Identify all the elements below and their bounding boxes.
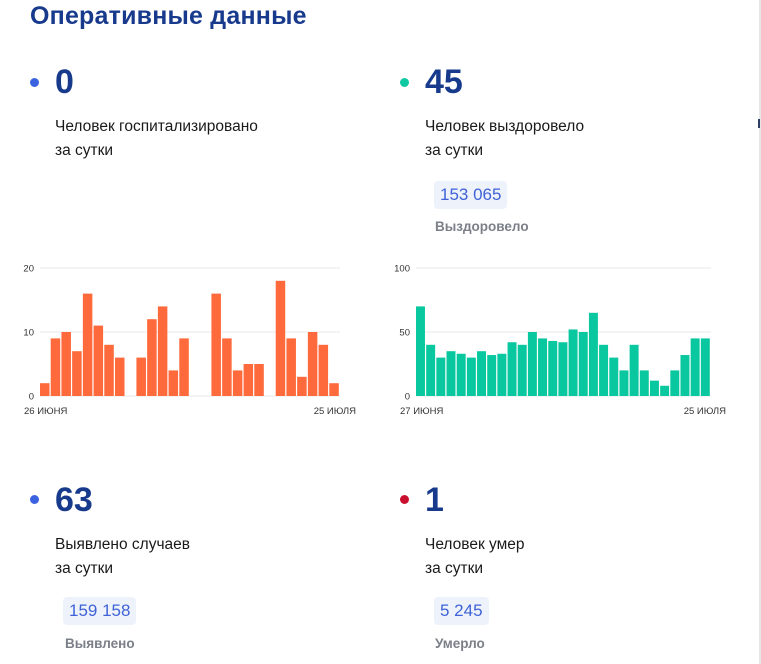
recovered-chart-bar bbox=[660, 385, 670, 396]
hospitalized-chart-bar bbox=[222, 338, 232, 396]
hospitalized-chart-bar bbox=[50, 338, 61, 396]
scroll-marker bbox=[758, 119, 760, 128]
recovered-dot-icon bbox=[400, 78, 409, 87]
recovered-chart-x-start-label: 27 ИЮНЯ bbox=[400, 406, 443, 417]
hospitalized-chart-bar bbox=[104, 344, 114, 396]
cases-total-label: Выявлено bbox=[65, 636, 135, 651]
hospitalized-chart-bar bbox=[40, 383, 50, 396]
hospitalized-chart-bar bbox=[147, 319, 157, 396]
deaths-description: Человек умер за сутки bbox=[425, 533, 525, 581]
recovered-value: 45 bbox=[425, 63, 463, 101]
deaths-total-badge: 5 245 bbox=[434, 597, 489, 625]
recovered-chart-bar bbox=[507, 342, 517, 396]
page-edge-divider bbox=[759, 0, 761, 664]
recovered-chart-bar bbox=[527, 332, 537, 396]
recovered-chart-bar bbox=[548, 340, 558, 396]
deaths-value: 1 bbox=[425, 481, 444, 519]
recovered-total-badge: 153 065 bbox=[434, 181, 508, 209]
recovered-chart-bar bbox=[599, 344, 609, 396]
recovered-chart-bar bbox=[619, 370, 629, 396]
recovered-bar-chart: 0 50 100 27 ИЮНЯ 25 ИЮЛЯ bbox=[394, 264, 726, 418]
recovered-chart-bar bbox=[629, 344, 639, 396]
recovered-chart-bar bbox=[670, 370, 680, 396]
hospitalized-chart-bar bbox=[254, 364, 264, 396]
hospitalized-chart-bar bbox=[82, 293, 93, 396]
hospitalized-chart-bar bbox=[168, 370, 179, 396]
recovered-chart-y-tick-label: 0 bbox=[405, 392, 410, 403]
cases-total-badge: 159 158 bbox=[63, 597, 137, 625]
recovered-total-label: Выздоровело bbox=[435, 219, 529, 234]
hospitalized-chart-bar bbox=[93, 325, 104, 396]
hospitalized-chart-bar bbox=[275, 280, 286, 396]
recovered-chart-bar bbox=[456, 353, 466, 396]
cases-value: 63 bbox=[55, 481, 93, 519]
hospitalized-chart-bar bbox=[307, 332, 318, 396]
recovered-chart-bar bbox=[446, 351, 456, 396]
deaths-desc-line1: Человек умер bbox=[425, 536, 525, 553]
recovered-chart-bar bbox=[426, 344, 436, 396]
recovered-desc-line1: Человек выздоровело bbox=[425, 118, 585, 135]
recovered-chart-bar bbox=[568, 329, 578, 396]
recovered-chart-bar bbox=[497, 353, 507, 396]
recovered-chart-x-end-label: 25 ИЮЛЯ bbox=[684, 406, 726, 417]
hospitalized-desc-line2: за сутки bbox=[55, 142, 114, 159]
recovered-chart-bar bbox=[466, 357, 476, 396]
hospitalized-bar-chart: 0 10 20 26 ИЮНЯ 25 ИЮЛЯ bbox=[23, 264, 356, 418]
hospitalized-value: 0 bbox=[55, 63, 74, 101]
cases-desc-line1: Выявлено случаев bbox=[55, 536, 190, 553]
recovered-chart-bar bbox=[639, 370, 649, 396]
page-title: Оперативные данные bbox=[30, 2, 307, 30]
deaths-dot-icon bbox=[400, 495, 409, 504]
recovered-chart-bar bbox=[649, 380, 659, 396]
recovered-chart-bar bbox=[487, 355, 497, 396]
hospitalized-chart-bar bbox=[211, 293, 221, 396]
deaths-total-label: Умерло bbox=[435, 636, 485, 651]
recovered-chart-bar bbox=[700, 338, 710, 396]
recovered-chart-bar bbox=[558, 342, 568, 396]
hospitalized-chart-bar bbox=[232, 370, 243, 396]
recovered-chart-bar bbox=[690, 338, 700, 396]
recovered-chart-bar bbox=[436, 357, 446, 396]
recovered-desc-line2: за сутки bbox=[425, 142, 484, 159]
hospitalized-chart-y-tick-label: 20 bbox=[23, 264, 34, 275]
hospitalized-chart-y-tick-label: 10 bbox=[23, 328, 34, 339]
recovered-chart-bar bbox=[680, 355, 690, 396]
hospitalized-description: Человек госпитализировано за сутки bbox=[55, 115, 258, 163]
recovered-chart-bar bbox=[517, 344, 527, 396]
hospitalized-chart-bar bbox=[136, 357, 146, 396]
recovered-description: Человек выздоровело за сутки bbox=[425, 115, 584, 163]
hospitalized-dot-icon bbox=[30, 78, 39, 87]
hospitalized-chart-bar bbox=[318, 344, 329, 396]
hospitalized-chart-bar bbox=[286, 338, 296, 396]
hospitalized-chart-bar bbox=[115, 357, 125, 396]
hospitalized-chart-y-tick-label: 0 bbox=[29, 392, 34, 403]
cases-dot-icon bbox=[30, 495, 39, 504]
recovered-chart-bar bbox=[477, 351, 486, 396]
hospitalized-chart-bar bbox=[72, 351, 82, 396]
recovered-chart-bar bbox=[538, 338, 548, 396]
recovered-chart-bar bbox=[609, 357, 619, 396]
hospitalized-chart-bar bbox=[157, 306, 168, 396]
hospitalized-chart-bar bbox=[297, 376, 307, 396]
hospitalized-chart-x-start-label: 26 ИЮНЯ bbox=[24, 406, 67, 417]
recovered-chart-bar bbox=[578, 332, 588, 396]
recovered-chart-y-tick-label: 50 bbox=[399, 328, 410, 339]
hospitalized-chart-bar bbox=[243, 364, 254, 396]
hospitalized-chart-x-end-label: 25 ИЮЛЯ bbox=[314, 406, 356, 417]
recovered-chart-y-tick-label: 100 bbox=[394, 264, 410, 275]
hospitalized-chart-bar bbox=[179, 338, 189, 396]
cases-desc-line2: за сутки bbox=[55, 560, 114, 577]
recovered-chart-bar bbox=[416, 306, 425, 396]
deaths-desc-line2: за сутки bbox=[425, 560, 484, 577]
hospitalized-chart-bar bbox=[61, 332, 71, 396]
hospitalized-chart-bar bbox=[329, 383, 339, 396]
cases-description: Выявлено случаев за сутки bbox=[55, 533, 190, 581]
recovered-chart-bar bbox=[588, 312, 598, 396]
hospitalized-desc-line1: Человек госпитализировано bbox=[55, 118, 258, 135]
